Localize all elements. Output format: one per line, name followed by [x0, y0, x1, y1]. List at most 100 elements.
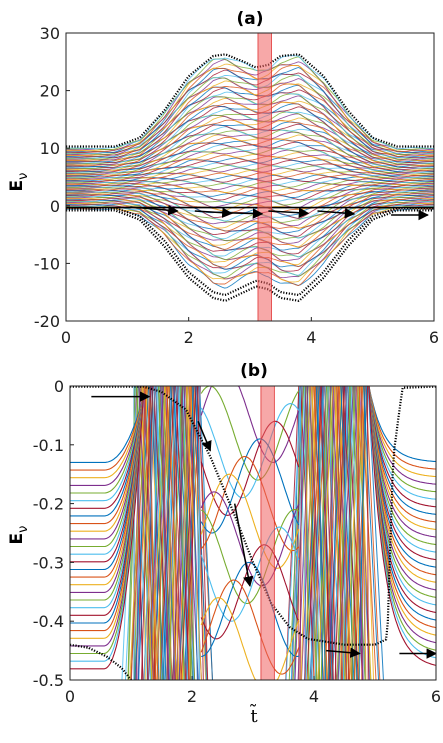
y-tick-label: -0.2: [33, 495, 64, 514]
level-line: [66, 199, 434, 258]
level-line: [200, 386, 300, 481]
level-line: [310, 386, 321, 680]
level-line: [354, 386, 364, 680]
level-line: [159, 386, 161, 680]
level-line: [183, 386, 199, 680]
level-line: [130, 386, 147, 680]
level-line: [66, 157, 434, 177]
panel-b-xlabel: t̃: [250, 704, 259, 727]
level-line: [70, 397, 144, 532]
level-line: [368, 386, 436, 576]
y-tick-label: -0.3: [33, 553, 64, 572]
arrow: [268, 207, 310, 218]
panel-b-levels: [70, 386, 436, 680]
level-line: [70, 397, 144, 586]
x-tick-label: 4: [309, 687, 319, 706]
level-line: [161, 386, 170, 680]
level-line: [66, 188, 434, 216]
y-tick-label: 10: [40, 139, 60, 158]
y-tick-label: -10: [34, 254, 60, 273]
level-line: [70, 397, 144, 494]
level-line: [324, 386, 334, 680]
level-line: [315, 386, 327, 680]
level-line: [368, 386, 436, 568]
level-line: [70, 397, 144, 571]
x-tick-label: 0: [65, 687, 75, 706]
y-tick-label: -0.5: [33, 671, 64, 690]
outer-lower-level: [66, 207, 434, 297]
level-line: [368, 386, 436, 485]
panel-a-ylabel-main: E: [7, 180, 27, 192]
level-line: [368, 386, 436, 508]
level-line: [70, 397, 144, 632]
level-line: [368, 386, 436, 546]
level-line: [368, 386, 436, 463]
panel-a-ticks: 0 2 4 6 -20 -10 0 10 20 30: [34, 24, 439, 347]
x-tick-label: 0: [61, 328, 71, 347]
level-line: [200, 473, 300, 569]
level-line: [66, 91, 434, 159]
x-tick-label: 6: [431, 687, 441, 706]
level-line: [197, 386, 204, 680]
panel-b-ylabel-main: E: [7, 533, 27, 545]
level-line: [368, 386, 436, 531]
level-line: [66, 69, 434, 154]
level-line: [200, 491, 300, 587]
level-line: [200, 456, 300, 552]
y-tick-label: 0: [54, 377, 64, 396]
outer-upper-level: [66, 53, 434, 148]
level-line: [163, 386, 177, 680]
level-line: [360, 386, 377, 680]
level-line: [66, 165, 434, 179]
level-line: [70, 397, 144, 486]
level-line: [70, 397, 144, 479]
level-line: [184, 386, 192, 680]
level-line: [70, 397, 144, 471]
panel-b-axes: [69, 385, 437, 681]
level-line: [66, 55, 434, 150]
level-line: [329, 386, 335, 680]
level-line: [368, 386, 436, 538]
level-line: [354, 386, 361, 680]
level-line: [66, 129, 434, 169]
level-line: [200, 579, 300, 675]
level-line: [70, 397, 144, 540]
level-line: [185, 386, 202, 680]
x-tick-label: 2: [184, 328, 194, 347]
arrow: [326, 647, 361, 658]
level-line: [66, 199, 434, 255]
level-line: [66, 63, 434, 152]
level-line: [368, 386, 436, 583]
level-line: [66, 115, 434, 166]
level-line: [368, 386, 436, 478]
level-line: [184, 386, 201, 680]
level-line: [66, 126, 434, 169]
level-line: [200, 508, 300, 605]
level-line: [144, 386, 155, 680]
level-line: [200, 438, 300, 534]
level-line: [322, 386, 330, 680]
level-line: [70, 397, 144, 578]
level-line: [366, 386, 369, 680]
level-line: [200, 597, 300, 680]
highlight-band: [257, 33, 272, 321]
level-line: [198, 386, 209, 680]
level-line: [358, 386, 372, 680]
level-line: [70, 397, 144, 670]
level-line: [200, 403, 300, 499]
level-line: [66, 180, 434, 191]
level-line: [166, 386, 182, 680]
panel-a-ylabel-sub: ν: [16, 173, 31, 180]
level-line: [178, 386, 195, 680]
tracked-level: [70, 386, 436, 646]
highlight-band: [260, 386, 275, 680]
level-line: [336, 386, 343, 680]
level-line: [368, 386, 436, 470]
level-line: [66, 196, 434, 244]
level-line: [200, 526, 300, 622]
panel-b-ticks: 0 2 4 6 -0.5 -0.4 -0.3 -0.2 -0.1 0: [33, 377, 441, 706]
level-line: [66, 136, 434, 172]
level-line: [300, 386, 311, 680]
panel-b-ylabel-sub: ν: [16, 526, 31, 533]
level-line: [70, 397, 144, 548]
